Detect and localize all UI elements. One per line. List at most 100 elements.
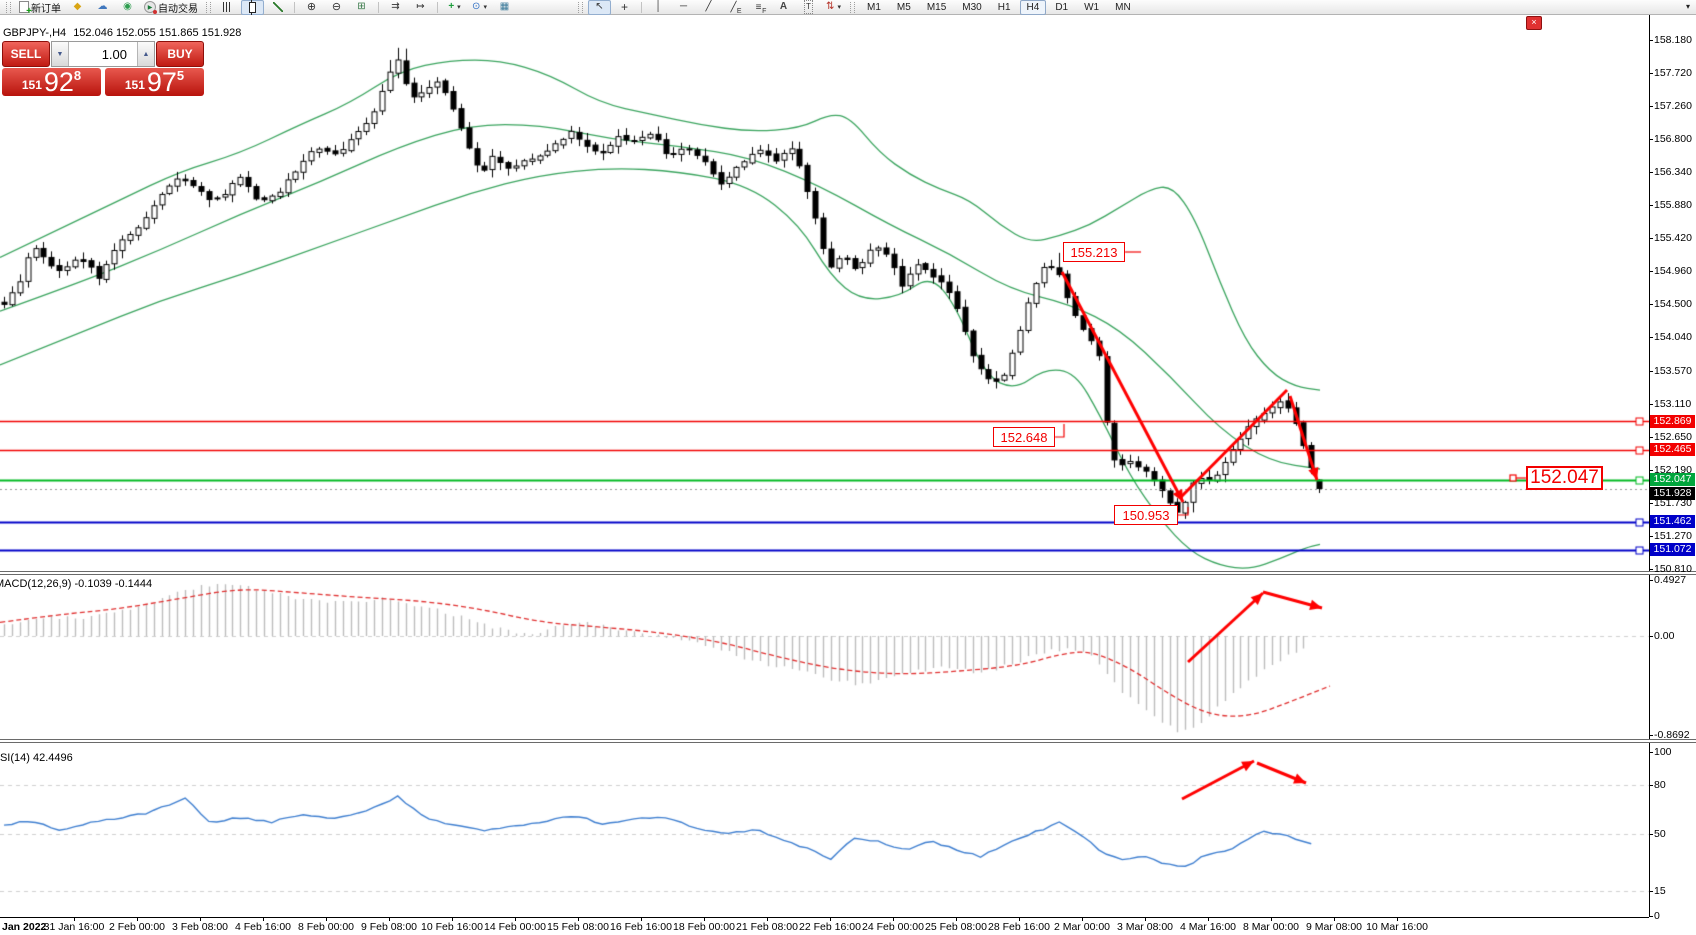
templates-button[interactable]: ▦	[493, 0, 516, 15]
vline-button[interactable]: │	[647, 0, 670, 15]
one-click-trading-panel: SELL BUY 151 92 8 151 97 5	[2, 41, 204, 96]
buy-price-panel[interactable]: 151 97 5	[105, 68, 204, 96]
trendline-icon: ╱	[705, 1, 712, 12]
macd-canvas[interactable]	[0, 575, 1649, 739]
toolbar: +新订单◆☁ ◉ ▶自动交易 ⊕ ⊖ ⊞ ⇉↦ + ⊙▦ ↖ + │─ ╱ ╱E≡FAT ⇅ M1 M5 M15 M…	[0, 0, 1696, 17]
price-tick-label: 151.730	[1654, 497, 1692, 509]
sell-price-sup: 8	[73, 68, 82, 83]
time-tick	[200, 918, 201, 921]
shapes-button[interactable]: ⇅	[822, 0, 845, 15]
toolbar-button-label: 新订单	[31, 3, 61, 15]
time-label: 10 Feb 16:00	[421, 921, 483, 933]
time-tick	[137, 918, 138, 921]
time-label: 2 Mar 00:00	[1053, 921, 1111, 933]
timeframe-m30[interactable]: M30	[962, 1, 982, 13]
price-tick	[1649, 172, 1653, 173]
timeframe-m5[interactable]: M5	[896, 1, 911, 13]
bar-chart-button[interactable]	[216, 0, 239, 15]
autoscroll-button[interactable]: ⇉	[384, 0, 407, 15]
price-axis-line	[1649, 15, 1650, 917]
crosshair-button[interactable]: +	[613, 0, 636, 15]
pane-separator[interactable]	[0, 739, 1696, 743]
time-tick	[578, 918, 579, 921]
channel-button[interactable]: ╱ E	[722, 0, 745, 15]
timeframe-m15[interactable]: M15	[926, 1, 947, 13]
sell-button[interactable]: SELL	[2, 41, 50, 67]
rsi-tick	[1649, 785, 1653, 786]
price-tick-label: 153.110	[1654, 398, 1692, 410]
zoom-out-button[interactable]: ⊖	[325, 0, 348, 15]
time-label: 10 Mar 16:00	[1366, 921, 1428, 933]
market-button[interactable]: ◆	[66, 0, 89, 15]
timeframe-h1[interactable]: H1	[997, 1, 1011, 13]
buy-button[interactable]: BUY	[156, 41, 204, 67]
time-tick	[263, 918, 264, 921]
periods-button[interactable]: ⊙	[468, 0, 491, 15]
time-tick	[1334, 918, 1335, 921]
timeframe-m1[interactable]: M1	[867, 1, 881, 13]
timeframe-w1[interactable]: W1	[1084, 1, 1100, 13]
pane-separator[interactable]	[0, 571, 1696, 575]
zoom-in-button[interactable]: ⊕	[300, 0, 323, 15]
price-badge: 151.462	[1650, 515, 1695, 528]
time-tick	[1019, 918, 1020, 921]
community-button[interactable]: ☁	[91, 0, 114, 15]
trendline-button[interactable]: ╱	[697, 0, 720, 15]
autotrading-icon: ▶	[144, 1, 157, 14]
signals-icon: ◉	[123, 1, 132, 12]
price-annotation[interactable]: 152.648	[993, 427, 1055, 447]
volume-input[interactable]	[69, 42, 137, 66]
toolbar-separator	[437, 1, 438, 13]
price-tick-label: 155.420	[1654, 232, 1692, 244]
volume-decrease-icon[interactable]	[52, 42, 69, 66]
zoom-out-icon: ⊖	[331, 1, 342, 13]
tile-windows-button[interactable]: ⊞	[350, 0, 373, 15]
text-button[interactable]: A	[772, 0, 795, 15]
shapes-icon: ⇅	[826, 1, 835, 12]
candlestick-icon	[249, 0, 256, 15]
candlestick-button[interactable]	[241, 0, 264, 15]
price-tick	[1649, 205, 1653, 206]
price-tick-label: 150.810	[1654, 563, 1692, 575]
autotrading-button[interactable]: ▶ 自动交易	[141, 0, 201, 15]
sell-price-panel[interactable]: 151 92 8	[2, 68, 101, 96]
chart-shift-button[interactable]: ↦	[409, 0, 432, 15]
label-button[interactable]: T	[797, 0, 820, 15]
close-icon[interactable]	[1526, 16, 1542, 30]
rsi-tick	[1649, 834, 1653, 835]
time-tick	[1082, 918, 1083, 921]
toolbar-separator	[294, 1, 295, 13]
bar-chart-icon	[223, 2, 232, 12]
cursor-icon: ↖	[595, 1, 604, 12]
rsi-name: RSI(14)	[0, 752, 30, 764]
toolbar-overflow-icon[interactable]	[1682, 1, 1694, 13]
timeframe-d1[interactable]: D1	[1055, 1, 1069, 13]
toolbar-grip	[6, 1, 11, 13]
indicators-icon: +	[448, 1, 455, 12]
fibo-button[interactable]: ≡ F	[747, 0, 770, 15]
line-chart-button[interactable]	[266, 0, 289, 15]
price-annotation[interactable]: 155.213	[1063, 242, 1125, 262]
chart-symbol: GBPJPY-,H4	[3, 27, 67, 39]
signals-button[interactable]: ◉	[116, 0, 139, 15]
time-axis-line	[0, 917, 1649, 918]
toolbar-grip	[206, 1, 211, 13]
time-tick	[452, 918, 453, 921]
main-chart-canvas[interactable]	[0, 15, 1649, 572]
timeframe-mn[interactable]: MN	[1115, 1, 1131, 13]
new-order-button[interactable]: + 新订单	[16, 0, 64, 17]
cursor-button[interactable]: ↖	[588, 0, 611, 15]
price-badge: 152.047	[1650, 473, 1695, 486]
time-label: 16 Feb 16:00	[610, 921, 672, 933]
rsi-canvas[interactable]	[0, 743, 1649, 917]
price-annotation[interactable]: 150.953	[1114, 505, 1178, 525]
time-tick	[74, 918, 75, 921]
hline-button[interactable]: ─	[672, 0, 695, 15]
price-tick-label: 154.960	[1654, 265, 1692, 277]
time-label: 2 Feb 00:00	[108, 921, 166, 933]
indicators-button[interactable]: +	[443, 0, 466, 15]
price-annotation-major[interactable]: 152.047	[1526, 466, 1603, 490]
volume-increase-icon[interactable]	[137, 42, 154, 66]
toolbar-separator	[378, 1, 379, 13]
timeframe-h4[interactable]: H4	[1019, 0, 1047, 15]
